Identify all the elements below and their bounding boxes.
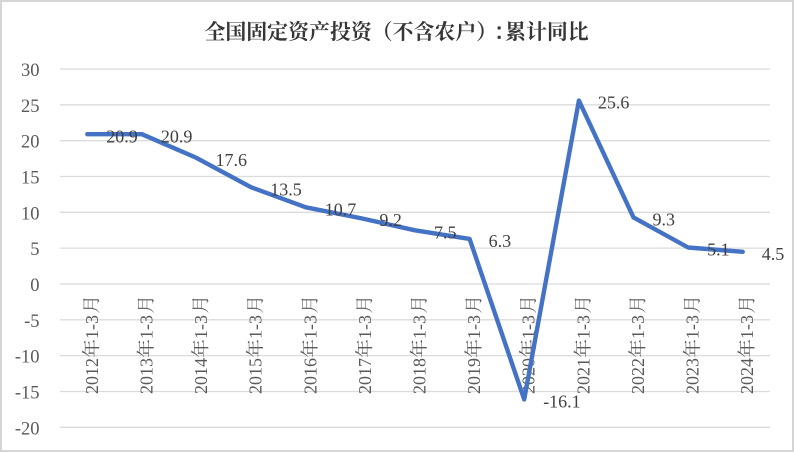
svg-text:2015: 2015 xyxy=(246,358,266,394)
svg-text:2014: 2014 xyxy=(191,358,211,394)
svg-text:7.5: 7.5 xyxy=(434,222,457,242)
svg-text:1-3: 1-3 xyxy=(573,315,593,339)
svg-text:1-3: 1-3 xyxy=(300,315,320,339)
svg-text:2018: 2018 xyxy=(410,358,430,394)
svg-text:13.5: 13.5 xyxy=(270,179,302,199)
svg-text:25.6: 25.6 xyxy=(598,93,630,113)
svg-text:10: 10 xyxy=(21,204,40,224)
svg-text:2022: 2022 xyxy=(628,358,648,394)
svg-text:1-3: 1-3 xyxy=(628,315,648,339)
svg-text:9.3: 9.3 xyxy=(653,210,676,230)
svg-text:2023: 2023 xyxy=(683,358,703,394)
svg-text:1-3: 1-3 xyxy=(136,315,156,339)
svg-text:0: 0 xyxy=(30,276,39,296)
svg-text:-10: -10 xyxy=(15,348,40,368)
svg-text:1-3: 1-3 xyxy=(191,315,211,339)
svg-text:1-3: 1-3 xyxy=(82,315,102,339)
svg-text:1-3: 1-3 xyxy=(737,315,757,339)
svg-text:1-3: 1-3 xyxy=(519,315,539,339)
svg-text:2016: 2016 xyxy=(300,358,320,394)
svg-text:4.5: 4.5 xyxy=(762,244,785,264)
svg-text:2012: 2012 xyxy=(82,358,102,394)
svg-text:9.2: 9.2 xyxy=(379,210,402,230)
svg-text:10.7: 10.7 xyxy=(325,199,357,219)
svg-text:6.3: 6.3 xyxy=(489,231,512,251)
svg-text:1-3: 1-3 xyxy=(246,315,266,339)
svg-text:17.6: 17.6 xyxy=(216,150,248,170)
svg-text:15: 15 xyxy=(21,169,40,189)
svg-text:5: 5 xyxy=(30,240,39,260)
svg-text:1-3: 1-3 xyxy=(683,315,703,339)
svg-text:5.1: 5.1 xyxy=(707,240,730,260)
svg-text:2013: 2013 xyxy=(136,358,156,394)
svg-text:20.9: 20.9 xyxy=(161,126,193,146)
svg-text:-20: -20 xyxy=(15,419,40,439)
svg-text:1-3: 1-3 xyxy=(355,315,375,339)
svg-text:-5: -5 xyxy=(24,312,39,332)
svg-text:20: 20 xyxy=(21,133,40,153)
svg-text:2017: 2017 xyxy=(355,358,375,394)
svg-text:-16.1: -16.1 xyxy=(543,392,581,412)
svg-text:2019: 2019 xyxy=(464,358,484,394)
svg-text:1-3: 1-3 xyxy=(464,315,484,339)
svg-text:30: 30 xyxy=(21,61,40,81)
svg-text:1-3: 1-3 xyxy=(410,315,430,339)
svg-text:2021: 2021 xyxy=(573,358,593,394)
svg-text:25: 25 xyxy=(21,97,40,117)
svg-text:2024: 2024 xyxy=(737,358,757,394)
svg-text:20.9: 20.9 xyxy=(106,126,138,146)
svg-text:-15: -15 xyxy=(15,384,40,404)
